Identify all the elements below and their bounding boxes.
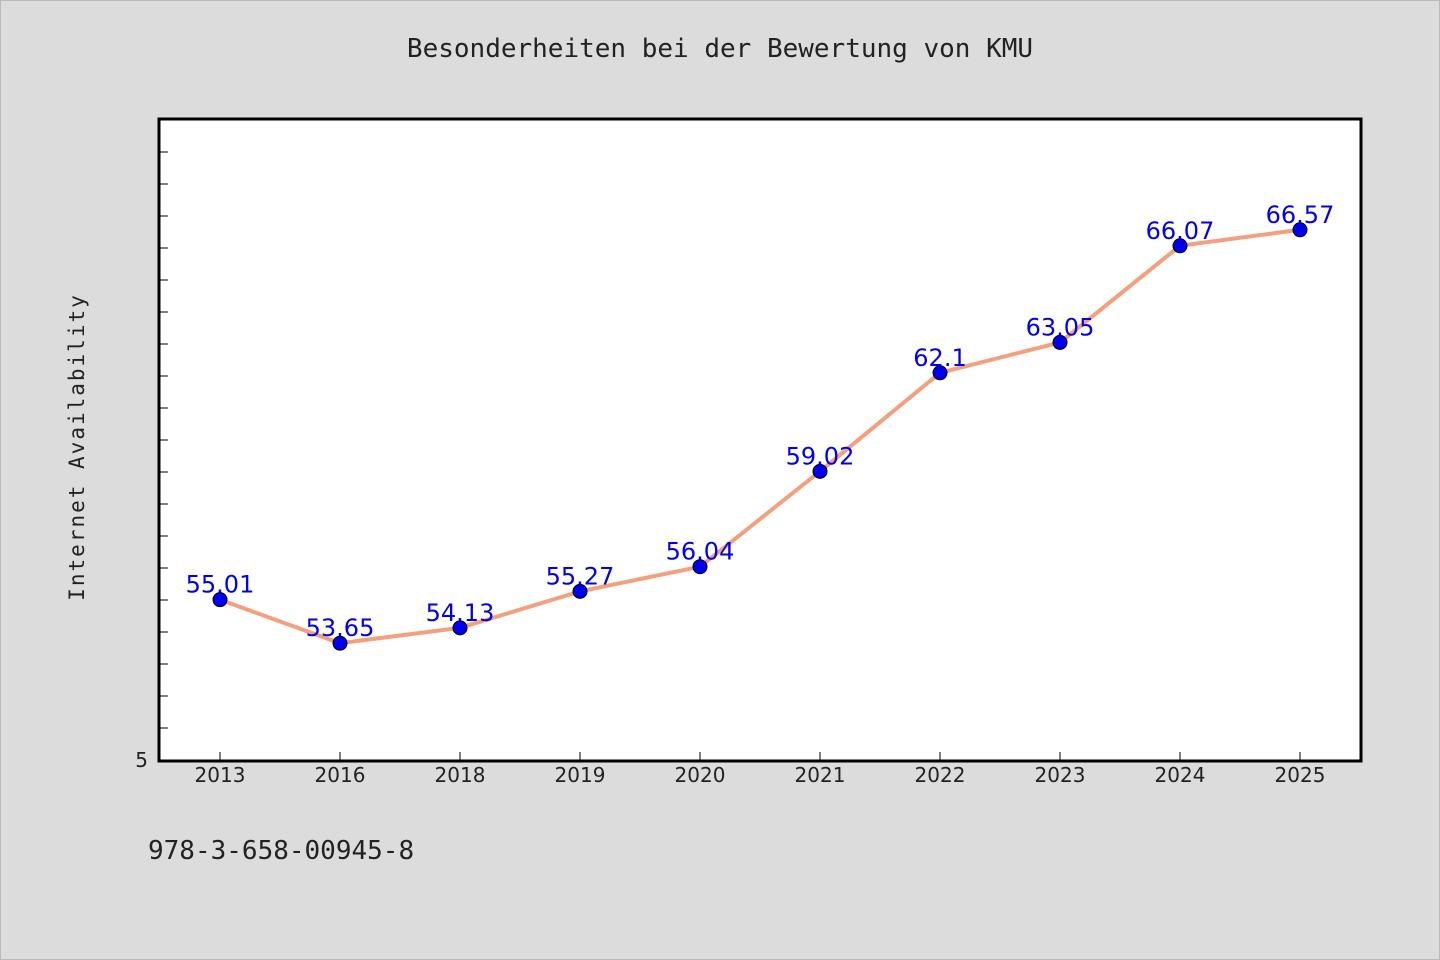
data-label: 63.05 <box>1026 313 1095 341</box>
data-point <box>332 635 348 651</box>
x-axis-labels: 2013 2016 2018 2019 2020 2021 2022 2023 2024 2025 <box>195 763 1326 787</box>
data-label: 55.27 <box>546 562 615 590</box>
data-point <box>452 620 468 636</box>
x-tick-label: 2019 <box>555 763 606 787</box>
data-label: 53.65 <box>306 614 375 642</box>
data-label: 62.1 <box>913 344 966 372</box>
x-tick-label: 2018 <box>435 763 486 787</box>
data-label: 59.02 <box>786 442 855 470</box>
series-line <box>219 227 1301 646</box>
x-tick-label: 2023 <box>1035 763 1086 787</box>
data-markers <box>212 222 1308 651</box>
data-point <box>1172 238 1188 254</box>
x-tick-label: 2021 <box>795 763 846 787</box>
x-tick-label: 2016 <box>315 763 366 787</box>
x-tick-label: 2025 <box>1275 763 1326 787</box>
footer-isbn: 978-3-658-00945-8 <box>148 836 415 866</box>
data-labels: 55.01 53.65 54.13 55.27 56.04 59.02 62.1 63.05 6… <box>186 201 1335 642</box>
data-point <box>1052 334 1068 350</box>
plot-area <box>157 117 1363 763</box>
data-label: 54.13 <box>426 599 495 627</box>
data-label: 55.01 <box>186 571 255 599</box>
x-tick-label: 2022 <box>915 763 966 787</box>
x-tick-label: 2013 <box>195 763 246 787</box>
data-label: 56.04 <box>666 538 735 566</box>
data-point <box>212 592 228 608</box>
data-point <box>572 583 588 599</box>
chart-title: Besonderheiten bei der Bewertung von KMU <box>406 34 1034 64</box>
data-point <box>932 365 948 381</box>
data-point <box>1292 222 1308 238</box>
x-tick-label: 2024 <box>1155 763 1206 787</box>
data-label: 66.57 <box>1266 201 1335 229</box>
data-point <box>692 559 708 575</box>
x-axis-ticks <box>219 752 1301 760</box>
data-point <box>812 463 828 479</box>
y-axis-ticks <box>160 151 168 729</box>
x-tick-label: 2020 <box>675 763 726 787</box>
data-label: 66.07 <box>1146 217 1215 245</box>
y-tick-label: 5 <box>135 748 148 772</box>
